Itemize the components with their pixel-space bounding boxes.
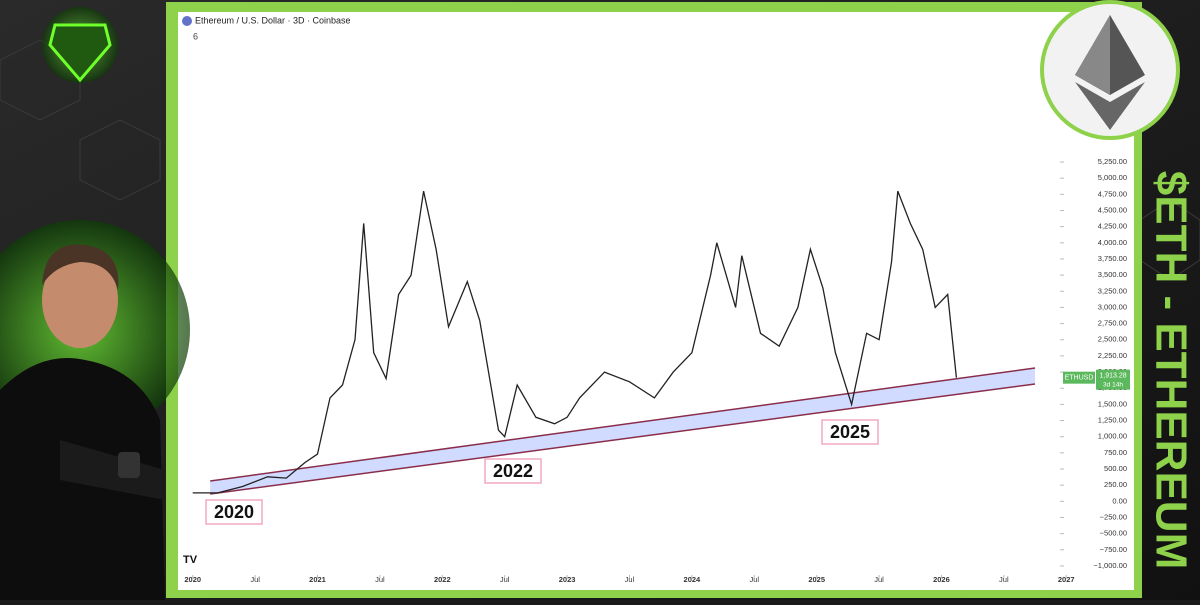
annotation-box	[205, 499, 263, 525]
y-tick-label: 5,000.00	[1098, 173, 1127, 182]
side-title: $ETH - ETHEREUM	[1146, 171, 1195, 569]
symbol-label: ETHUSD	[1065, 375, 1094, 382]
x-tick-label: Jul	[749, 575, 759, 584]
chart-panel	[178, 12, 1134, 590]
y-tick-label: 2,750.00	[1098, 319, 1127, 328]
y-tick-label: −250.00	[1100, 512, 1127, 521]
annotation-box	[484, 458, 542, 484]
y-tick-label: 2,250.00	[1098, 351, 1127, 360]
annotation: 2022	[493, 461, 533, 481]
y-tick-label: 3,500.00	[1098, 270, 1127, 279]
x-tick-label: 2021	[309, 575, 326, 584]
y-tick-label: 1,250.00	[1098, 416, 1127, 425]
y-tick-label: 750.00	[1104, 448, 1127, 457]
symbol-tag	[1063, 371, 1095, 384]
price-label: 1,913.28	[1099, 373, 1126, 380]
x-tick-label: Jul	[250, 575, 260, 584]
x-tick-label: 2024	[684, 575, 702, 584]
y-tick-label: 3,000.00	[1098, 302, 1127, 311]
x-tick-label: 2022	[434, 575, 451, 584]
logo	[42, 7, 118, 83]
y-tick-label: 1,500.00	[1098, 399, 1127, 408]
y-tick-label: 1,000.00	[1098, 432, 1127, 441]
y-tick-label: 250.00	[1104, 480, 1127, 489]
x-tick-label: 2023	[559, 575, 576, 584]
x-tick-label: Jul	[874, 575, 884, 584]
x-tick-label: Jul	[375, 575, 385, 584]
y-tick-label: 5,250.00	[1098, 157, 1127, 166]
annotation: 2025	[830, 422, 870, 442]
chart-title: Ethereum / U.S. Dollar · 3D · Coinbase	[195, 15, 351, 25]
price-tag	[1096, 369, 1130, 390]
x-tick-label: Jul	[999, 575, 1009, 584]
y-tick-label: 3,750.00	[1098, 254, 1127, 263]
x-tick-label: 2020	[184, 575, 201, 584]
annotation: 2020	[214, 502, 254, 522]
tv-logo: TV	[183, 554, 198, 566]
annotation-box	[821, 419, 879, 445]
y-tick-label: −1,000.00	[1093, 561, 1127, 570]
y-tick-label: 0.00	[1112, 496, 1127, 505]
plot: 5,250.00 5,000.00 4,750.00 4,500.00 4,250.00…	[184, 157, 1130, 584]
y-tick-label: 500.00	[1104, 464, 1127, 473]
trend-line	[210, 383, 1036, 495]
x-tick-label: 2026	[933, 575, 950, 584]
y-tick-label: 3,250.00	[1098, 286, 1127, 295]
y-tick-label: −500.00	[1100, 529, 1127, 538]
trend-line	[210, 367, 1036, 482]
x-tick-label: Jul	[500, 575, 510, 584]
y-tick-label: 4,250.00	[1098, 222, 1127, 231]
person-photo	[0, 220, 190, 600]
y-tick-label: 2,500.00	[1098, 335, 1127, 344]
y-tick-label: 4,500.00	[1098, 205, 1127, 214]
x-tick-label: Jul	[625, 575, 635, 584]
price-line	[192, 190, 958, 494]
ethereum-logo	[1040, 0, 1180, 140]
y-tick-label: −750.00	[1100, 545, 1127, 554]
chart-header: Ethereum / U.S. Dollar · 3D · Coinbase 6	[182, 15, 351, 41]
x-tick-label: 2027	[1058, 575, 1075, 584]
countdown-label: 3d 14h	[1103, 381, 1123, 388]
y-tick-label: 4,750.00	[1098, 189, 1127, 198]
trend-channel	[210, 367, 1036, 494]
interval-badge: 6	[193, 31, 198, 41]
y-tick-label: 4,000.00	[1098, 238, 1127, 247]
x-tick-label: 2025	[808, 575, 825, 584]
